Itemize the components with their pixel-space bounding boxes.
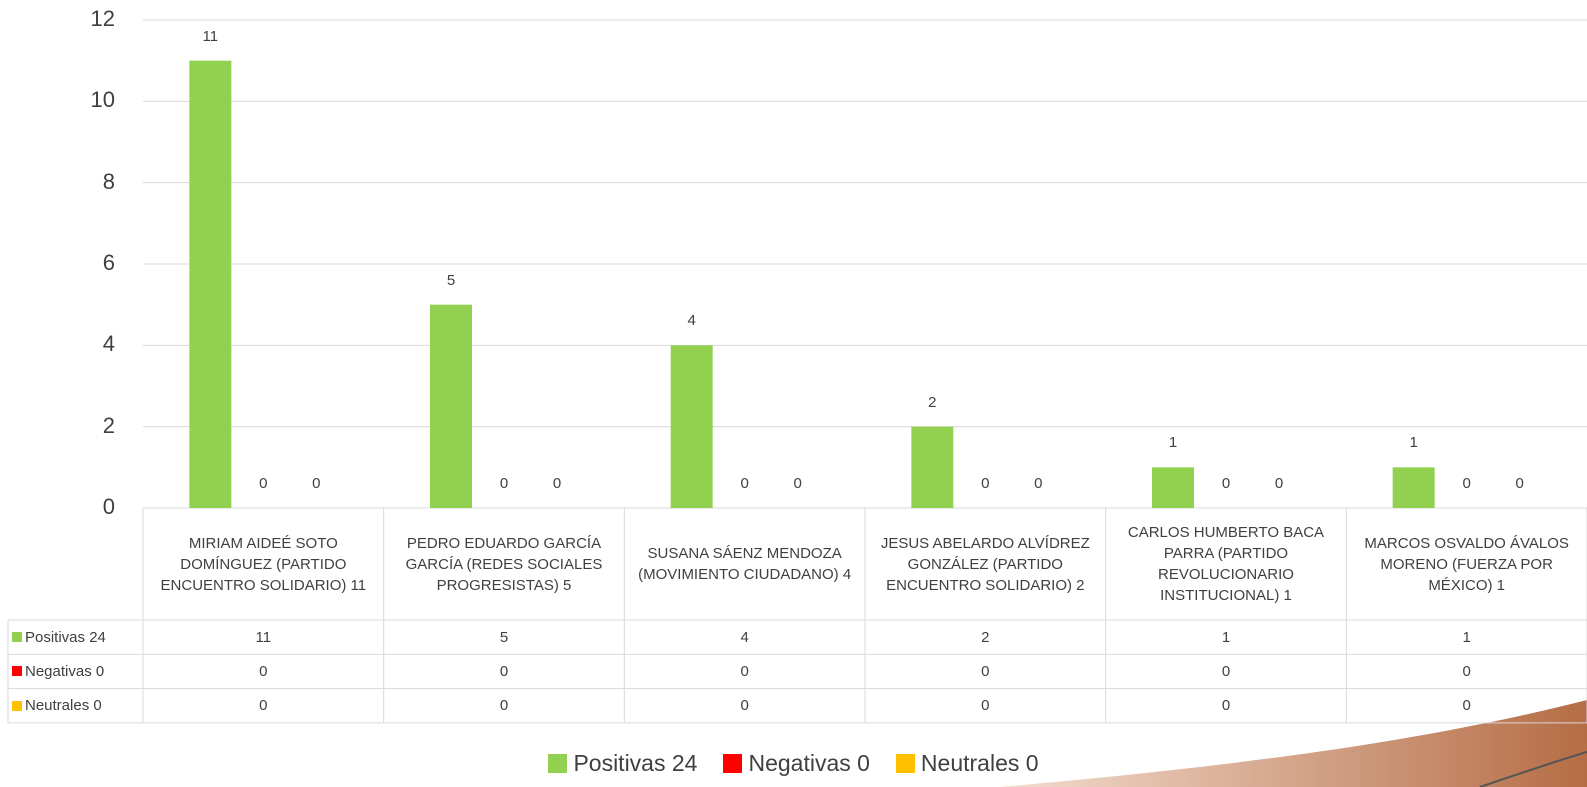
data-label: 4: [687, 312, 696, 330]
data-label: 0: [1462, 475, 1471, 492]
x-tick-label: PEDRO EDUARDO GARCÍA GARCÍA (REDES SOCIA…: [405, 534, 603, 594]
table-cell: 0: [259, 662, 268, 680]
y-tick-label: 2: [102, 412, 115, 438]
table-cell: 0: [981, 662, 990, 680]
y-tick-label: 10: [90, 87, 115, 113]
data-label: 1: [1168, 434, 1178, 452]
table-cell: 0: [259, 697, 268, 715]
y-tick-label: 6: [102, 250, 115, 275]
table-cell: 4: [740, 628, 749, 646]
table-cell: 0: [740, 662, 749, 680]
data-label: 0: [981, 475, 990, 492]
table-row-header: Positivas 24: [8, 620, 143, 654]
data-label: 0: [1274, 475, 1284, 492]
table-cell: 1: [1221, 628, 1231, 646]
decoration: [1000, 700, 1587, 787]
data-label: 0: [1515, 475, 1524, 492]
bar: [911, 426, 954, 508]
y-tick-label: 4: [102, 331, 115, 357]
table-cell: 1: [1462, 628, 1471, 646]
data-label: 11: [202, 27, 219, 45]
legend-item: Negativas 0: [723, 750, 870, 777]
x-tick-label: MIRIAM AIDEÉ SOTO DOMÍNGUEZ (PARTIDO ENC…: [160, 534, 367, 594]
data-label: 0: [552, 475, 562, 492]
data-label: 0: [259, 475, 268, 492]
decoration: [1479, 751, 1587, 787]
row-label: Negativas 0: [25, 662, 105, 680]
legend-swatch: [895, 754, 915, 773]
table-cell: 5: [499, 628, 509, 646]
x-tick-label: JESUS ABELARDO ALVÍDREZ GONZÁLEZ (PARTID…: [880, 534, 1090, 594]
row-label: Positivas 24: [25, 628, 106, 646]
data-label: 0: [1221, 475, 1231, 492]
legend-swatch: [12, 666, 22, 677]
legend-swatch: [12, 632, 22, 643]
y-tick-label: 12: [90, 6, 115, 31]
legend-swatch: [12, 700, 22, 711]
data-label: 2: [928, 393, 937, 411]
x-tick-label: MARCOS OSVALDO ÁVALOS MORENO (FUERZA POR…: [1364, 534, 1569, 594]
data-label: 1: [1409, 434, 1418, 452]
table-cell: 2: [981, 628, 990, 646]
table-row-header: Negativas 0: [8, 654, 143, 688]
legend: Positivas 24 Negativas 0 Neutrales 0: [0, 750, 1587, 777]
legend-label: Negativas 0: [748, 750, 870, 776]
bar: [1392, 467, 1435, 508]
data-label: 0: [793, 475, 802, 492]
bar: [670, 345, 713, 508]
table-cell: 0: [981, 697, 990, 715]
data-label: 0: [1034, 475, 1043, 492]
data-label: 0: [740, 475, 749, 492]
table-cell: 11: [255, 628, 272, 646]
bar: [1152, 467, 1194, 508]
table-cell: 0: [1221, 662, 1231, 680]
y-tick-label: 8: [102, 168, 115, 194]
legend-item: Neutrales 0: [895, 750, 1039, 777]
table-row-header: Neutrales 0: [8, 689, 143, 723]
x-tick-label: SUSANA SÁENZ MENDOZA (MOVIMIENTO CIUDADA…: [638, 545, 852, 583]
legend-label: Neutrales 0: [920, 750, 1039, 776]
table-cell: 0: [740, 697, 749, 715]
legend-swatch: [723, 754, 743, 773]
legend-label: Positivas 24: [573, 750, 698, 776]
bar: [189, 60, 232, 509]
data-label: 5: [446, 271, 456, 289]
data-label: 0: [312, 475, 321, 492]
table-cell: 0: [1462, 697, 1471, 715]
legend-swatch: [548, 754, 568, 773]
table-cell: 0: [1221, 697, 1231, 715]
table-cell: 0: [499, 662, 509, 680]
table-cell: 0: [499, 697, 509, 715]
data-label: 0: [499, 475, 509, 492]
row-label: Neutrales 0: [25, 697, 102, 715]
legend-item: Positivas 24: [548, 750, 697, 777]
x-tick-label: CARLOS HUMBERTO BACA PARRA (PARTIDO REVO…: [1127, 524, 1325, 604]
y-tick-label: 0: [102, 494, 115, 519]
table-cell: 0: [1462, 662, 1471, 680]
bar: [430, 304, 472, 508]
